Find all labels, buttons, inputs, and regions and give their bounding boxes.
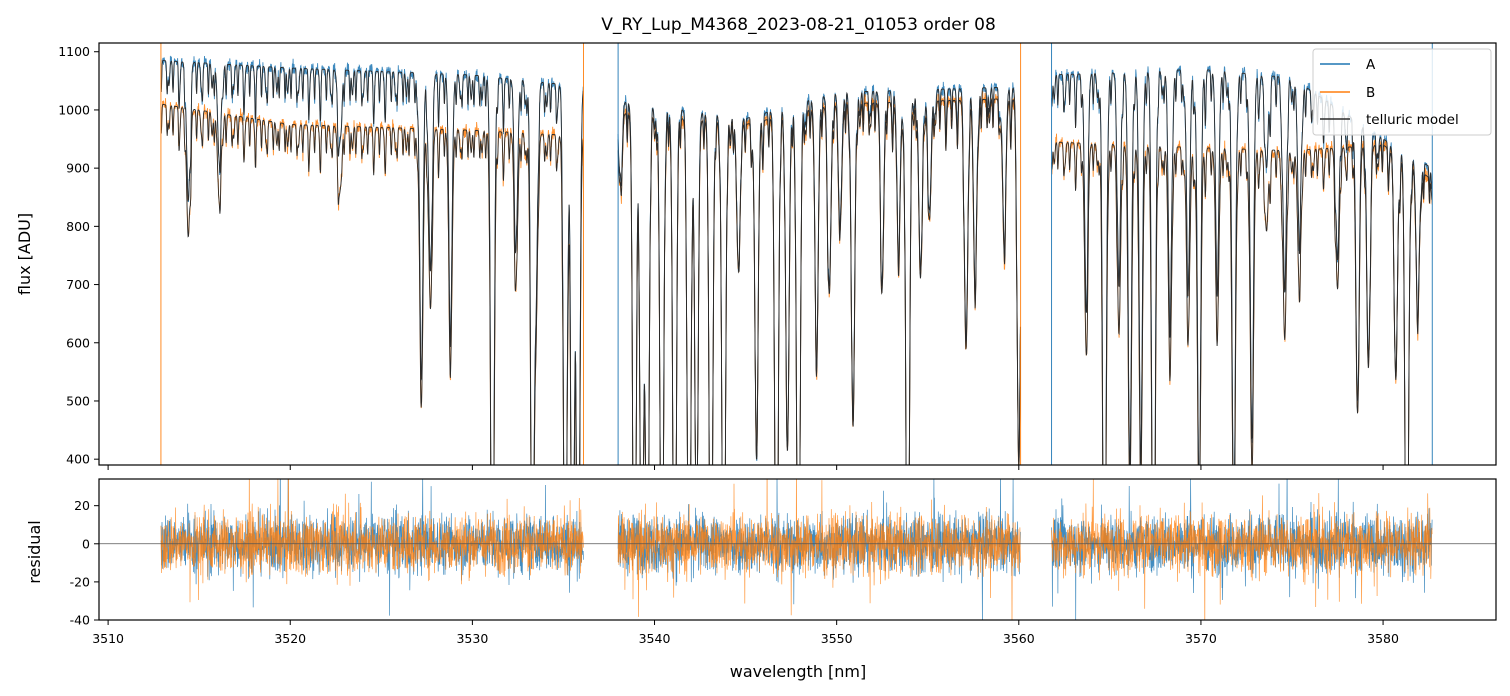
legend: A B telluric model: [1312, 48, 1492, 136]
wavelength-x-tick-label: 3510: [92, 631, 124, 646]
legend-label-telluric: telluric model: [1366, 112, 1459, 128]
residual-y-tick-label: 0: [82, 536, 90, 551]
flux-y-tick-label: 1000: [58, 102, 90, 117]
wavelength-x-tick-label: 3550: [821, 631, 853, 646]
flux-y-tick-label: 500: [66, 393, 90, 408]
wavelength-x-tick-label: 3530: [456, 631, 488, 646]
residual-y-tick-label: -20: [70, 574, 90, 589]
residual-b-line: [160, 479, 1433, 620]
wavelength-axis-label: wavelength [nm]: [730, 662, 867, 681]
flux-y-tick-label: 400: [66, 452, 90, 467]
telluric-model-line-b: [160, 98, 1433, 465]
residual-y-tick-label: 20: [74, 498, 90, 513]
flux-y-tick-label: 600: [66, 335, 90, 350]
flux-y-tick-label: 1100: [58, 44, 90, 59]
wavelength-x-tick-label: 3540: [639, 631, 671, 646]
legend-label-b: B: [1366, 85, 1375, 101]
wavelength-x-tick-label: 3520: [274, 631, 306, 646]
residual-y-tick-label: -40: [70, 613, 90, 628]
flux-panel: 400 500 600 700 800 900 1000 1100 flux [ADU] A …: [15, 42, 1497, 470]
residual-axis-label: residual: [25, 520, 44, 583]
wavelength-x-tick-label: 3570: [1185, 631, 1217, 646]
flux-y-tick-label: 900: [66, 161, 90, 176]
flux-y-tick-label: 800: [66, 219, 90, 234]
flux-axis-label: flux [ADU]: [15, 213, 34, 295]
residual-panel-frame: [98, 478, 1497, 621]
wavelength-x-tick-label: 3560: [1003, 631, 1035, 646]
legend-label-a: A: [1366, 57, 1376, 73]
flux-y-tick-label: 700: [66, 277, 90, 292]
chart-title: V_RY_Lup_M4368_2023-08-21_01053 order 08: [601, 15, 996, 35]
residual-panel: -40 -20 0 20 3510 3520 3530 3540 3550 3560 3570 35…: [25, 478, 1497, 681]
flux-panel-frame: [98, 42, 1497, 466]
wavelength-x-tick-label: 3580: [1367, 631, 1399, 646]
